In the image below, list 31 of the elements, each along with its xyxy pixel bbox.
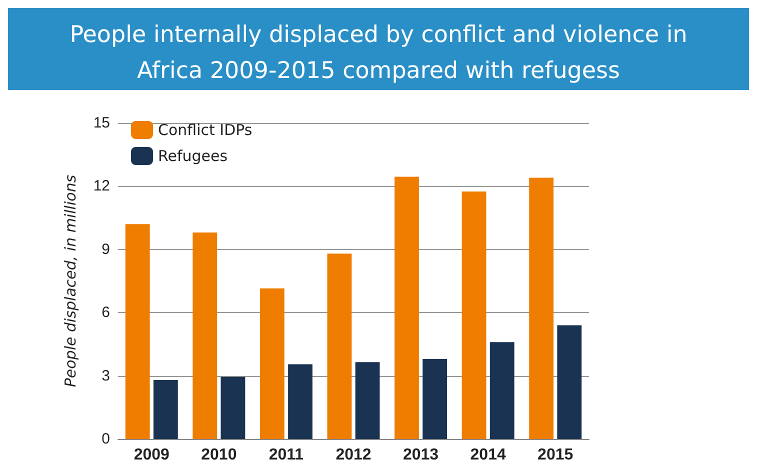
bar — [220, 376, 246, 439]
chart-title: People internally displaced by conflict and violence in Africa 2009-2015 compared with refugess — [70, 22, 688, 84]
y-tick-label: 12 — [93, 178, 110, 195]
y-tick-label: 9 — [102, 240, 110, 258]
x-tick-label: 2012 — [336, 446, 372, 464]
y-axis-title: People displaced, in millions — [62, 174, 80, 388]
bar — [288, 364, 312, 439]
bar — [462, 191, 486, 439]
x-tick-label: 2009 — [134, 446, 170, 464]
y-tick-label: 0 — [102, 430, 110, 448]
bar — [355, 362, 380, 439]
bar — [529, 178, 554, 439]
bar — [327, 254, 352, 439]
y-tick-label: 6 — [102, 304, 110, 322]
bar — [422, 358, 448, 439]
bar — [192, 232, 218, 439]
bar — [260, 288, 284, 439]
bar — [394, 176, 419, 439]
y-tick-label: 15 — [93, 114, 110, 132]
x-tick-label: 2013 — [402, 446, 439, 464]
x-tick-label: 2011 — [268, 446, 304, 464]
legend-label: Refugees — [158, 147, 228, 165]
bar — [153, 380, 178, 439]
y-tick-label: 3 — [102, 367, 110, 384]
bar — [490, 342, 514, 439]
x-tick-label: 2014 — [470, 446, 506, 464]
x-tick-label: 2010 — [201, 446, 237, 464]
bar — [125, 224, 150, 439]
legend-label: Conflict IDPs — [158, 121, 252, 139]
x-tick-label: 2015 — [538, 446, 574, 464]
bar — [557, 325, 582, 439]
